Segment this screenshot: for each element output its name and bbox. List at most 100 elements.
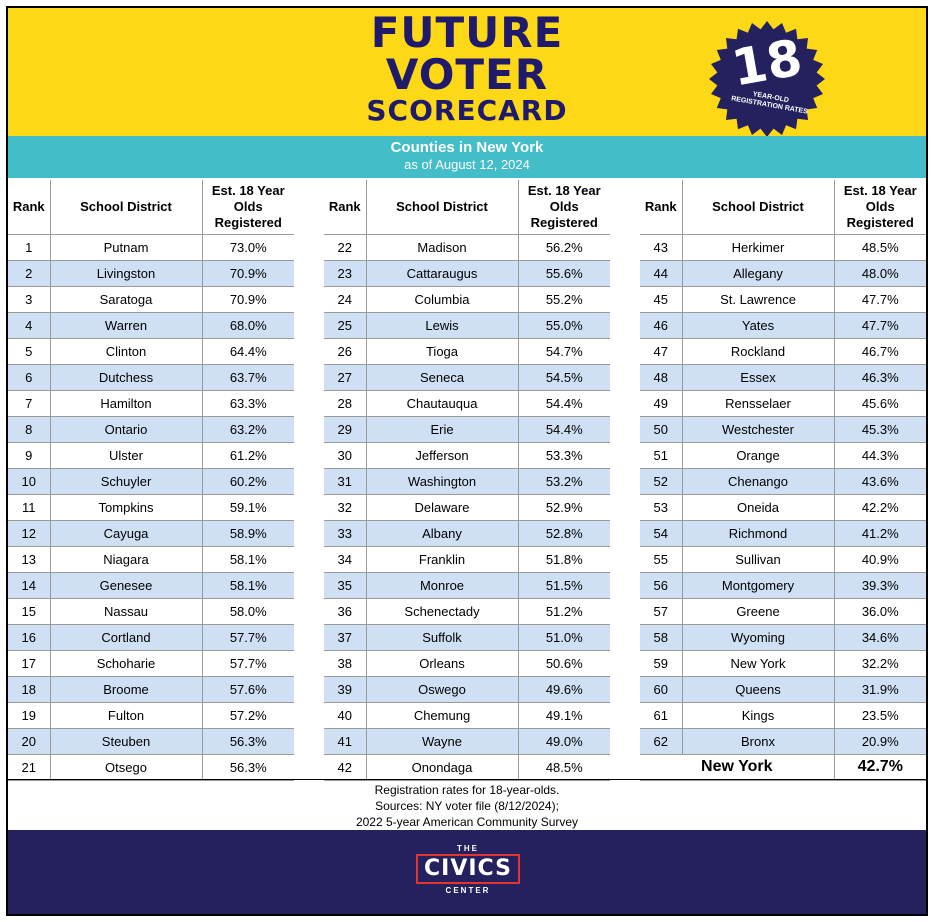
rank-cell: 52 bbox=[640, 467, 683, 495]
rate-cell: 63.2% bbox=[201, 415, 294, 443]
table-row: 19 Fulton 57.2% bbox=[8, 701, 294, 729]
district-cell: Tompkins bbox=[49, 493, 203, 521]
rate-cell: 34.6% bbox=[833, 623, 926, 651]
table-row: 5 Clinton 64.4% bbox=[8, 337, 294, 365]
table-row: 2 Livingston 70.9% bbox=[8, 259, 294, 287]
district-cell: Rensselaer bbox=[681, 389, 835, 417]
rate-cell: 63.3% bbox=[201, 389, 294, 417]
rank-cell: 60 bbox=[640, 675, 683, 703]
rate-cell: 57.7% bbox=[201, 649, 294, 677]
rank-cell: 56 bbox=[640, 571, 683, 599]
civics-center-logo: THE CIVICS CENTER bbox=[416, 844, 520, 895]
table-row: 21 Otsego 56.3% bbox=[8, 753, 294, 781]
column-header-rank: Rank bbox=[8, 180, 51, 235]
rank-cell: 26 bbox=[324, 337, 367, 365]
rate-cell: 40.9% bbox=[833, 545, 926, 573]
rate-cell: 51.2% bbox=[517, 597, 610, 625]
district-cell: Chemung bbox=[365, 701, 519, 729]
district-cell: Cattaraugus bbox=[365, 259, 519, 287]
rank-cell: 31 bbox=[324, 467, 367, 495]
column-header-district: School District bbox=[365, 180, 519, 235]
rate-cell: 73.0% bbox=[201, 233, 294, 261]
rate-cell: 20.9% bbox=[833, 727, 926, 755]
rate-cell: 57.6% bbox=[201, 675, 294, 703]
rate-cell: 56.2% bbox=[517, 233, 610, 261]
table-row: 60 Queens 31.9% bbox=[640, 675, 926, 703]
district-cell: Oneida bbox=[681, 493, 835, 521]
rank-cell: 8 bbox=[8, 415, 51, 443]
state-total-rate: 42.7% bbox=[833, 753, 926, 781]
table-row: 48 Essex 46.3% bbox=[640, 363, 926, 391]
table-row: 18 Broome 57.6% bbox=[8, 675, 294, 703]
rate-cell: 51.5% bbox=[517, 571, 610, 599]
rate-cell: 51.0% bbox=[517, 623, 610, 651]
district-cell: Oswego bbox=[365, 675, 519, 703]
table-row: 30 Jefferson 53.3% bbox=[324, 441, 610, 469]
district-cell: Bronx bbox=[681, 727, 835, 755]
table-row: 62 Bronx 20.9% bbox=[640, 727, 926, 755]
district-cell: Seneca bbox=[365, 363, 519, 391]
rank-cell: 23 bbox=[324, 259, 367, 287]
title-line-3: SCORECARD bbox=[366, 94, 568, 127]
subheader: Counties in New York as of August 12, 20… bbox=[8, 136, 926, 178]
logo-civics: CIVICS bbox=[416, 854, 520, 884]
table-row: 43 Herkimer 48.5% bbox=[640, 233, 926, 261]
rank-cell: 24 bbox=[324, 285, 367, 313]
rank-cell: 46 bbox=[640, 311, 683, 339]
rate-cell: 58.1% bbox=[201, 545, 294, 573]
starburst-icon bbox=[709, 21, 825, 137]
table-row: 29 Erie 54.4% bbox=[324, 415, 610, 443]
table-row: 52 Chenango 43.6% bbox=[640, 467, 926, 495]
rate-cell: 54.4% bbox=[517, 389, 610, 417]
district-cell: Lewis bbox=[365, 311, 519, 339]
rank-cell: 55 bbox=[640, 545, 683, 573]
rate-cell: 60.2% bbox=[201, 467, 294, 495]
rate-cell: 61.2% bbox=[201, 441, 294, 469]
rank-cell: 9 bbox=[8, 441, 51, 469]
rank-cell: 11 bbox=[8, 493, 51, 521]
rank-cell: 18 bbox=[8, 675, 51, 703]
subtitle-date: as of August 12, 2024 bbox=[404, 157, 530, 172]
rank-cell: 35 bbox=[324, 571, 367, 599]
rate-cell: 58.9% bbox=[201, 519, 294, 547]
sources-note: Registration rates for 18-year-olds. Sou… bbox=[8, 779, 926, 830]
district-cell: Orange bbox=[681, 441, 835, 469]
column-header-rate: Est. 18 Year Olds Registered bbox=[201, 180, 294, 235]
rank-cell: 7 bbox=[8, 389, 51, 417]
table-row: 45 St. Lawrence 47.7% bbox=[640, 285, 926, 313]
rate-cell: 58.1% bbox=[201, 571, 294, 599]
district-cell: Monroe bbox=[365, 571, 519, 599]
table-row: 58 Wyoming 34.6% bbox=[640, 623, 926, 651]
district-cell: Steuben bbox=[49, 727, 203, 755]
table-row: 34 Franklin 51.8% bbox=[324, 545, 610, 573]
rate-cell: 47.7% bbox=[833, 311, 926, 339]
table-row: 53 Oneida 42.2% bbox=[640, 493, 926, 521]
district-cell: Schoharie bbox=[49, 649, 203, 677]
table-row: 33 Albany 52.8% bbox=[324, 519, 610, 547]
district-cell: Montgomery bbox=[681, 571, 835, 599]
rank-cell: 12 bbox=[8, 519, 51, 547]
rate-cell: 70.9% bbox=[201, 285, 294, 313]
district-cell: Putnam bbox=[49, 233, 203, 261]
table-row: 3 Saratoga 70.9% bbox=[8, 285, 294, 313]
table-row: 11 Tompkins 59.1% bbox=[8, 493, 294, 521]
rank-cell: 57 bbox=[640, 597, 683, 625]
table-row: 15 Nassau 58.0% bbox=[8, 597, 294, 625]
table-row: 10 Schuyler 60.2% bbox=[8, 467, 294, 495]
district-cell: Otsego bbox=[49, 753, 203, 781]
rank-cell: 37 bbox=[324, 623, 367, 651]
table-row: 4 Warren 68.0% bbox=[8, 311, 294, 339]
table-row: 12 Cayuga 58.9% bbox=[8, 519, 294, 547]
district-cell: Essex bbox=[681, 363, 835, 391]
rate-cell: 54.7% bbox=[517, 337, 610, 365]
rank-cell: 20 bbox=[8, 727, 51, 755]
table-row: 1 Putnam 73.0% bbox=[8, 233, 294, 261]
rate-cell: 53.3% bbox=[517, 441, 610, 469]
district-cell: Rockland bbox=[681, 337, 835, 365]
rank-cell: 42 bbox=[324, 753, 367, 781]
district-cell: Dutchess bbox=[49, 363, 203, 391]
rank-cell: 17 bbox=[8, 649, 51, 677]
district-cell: Nassau bbox=[49, 597, 203, 625]
scorecard-title: FUTURE VOTER SCORECARD bbox=[8, 12, 926, 126]
table-row: 56 Montgomery 39.3% bbox=[640, 571, 926, 599]
